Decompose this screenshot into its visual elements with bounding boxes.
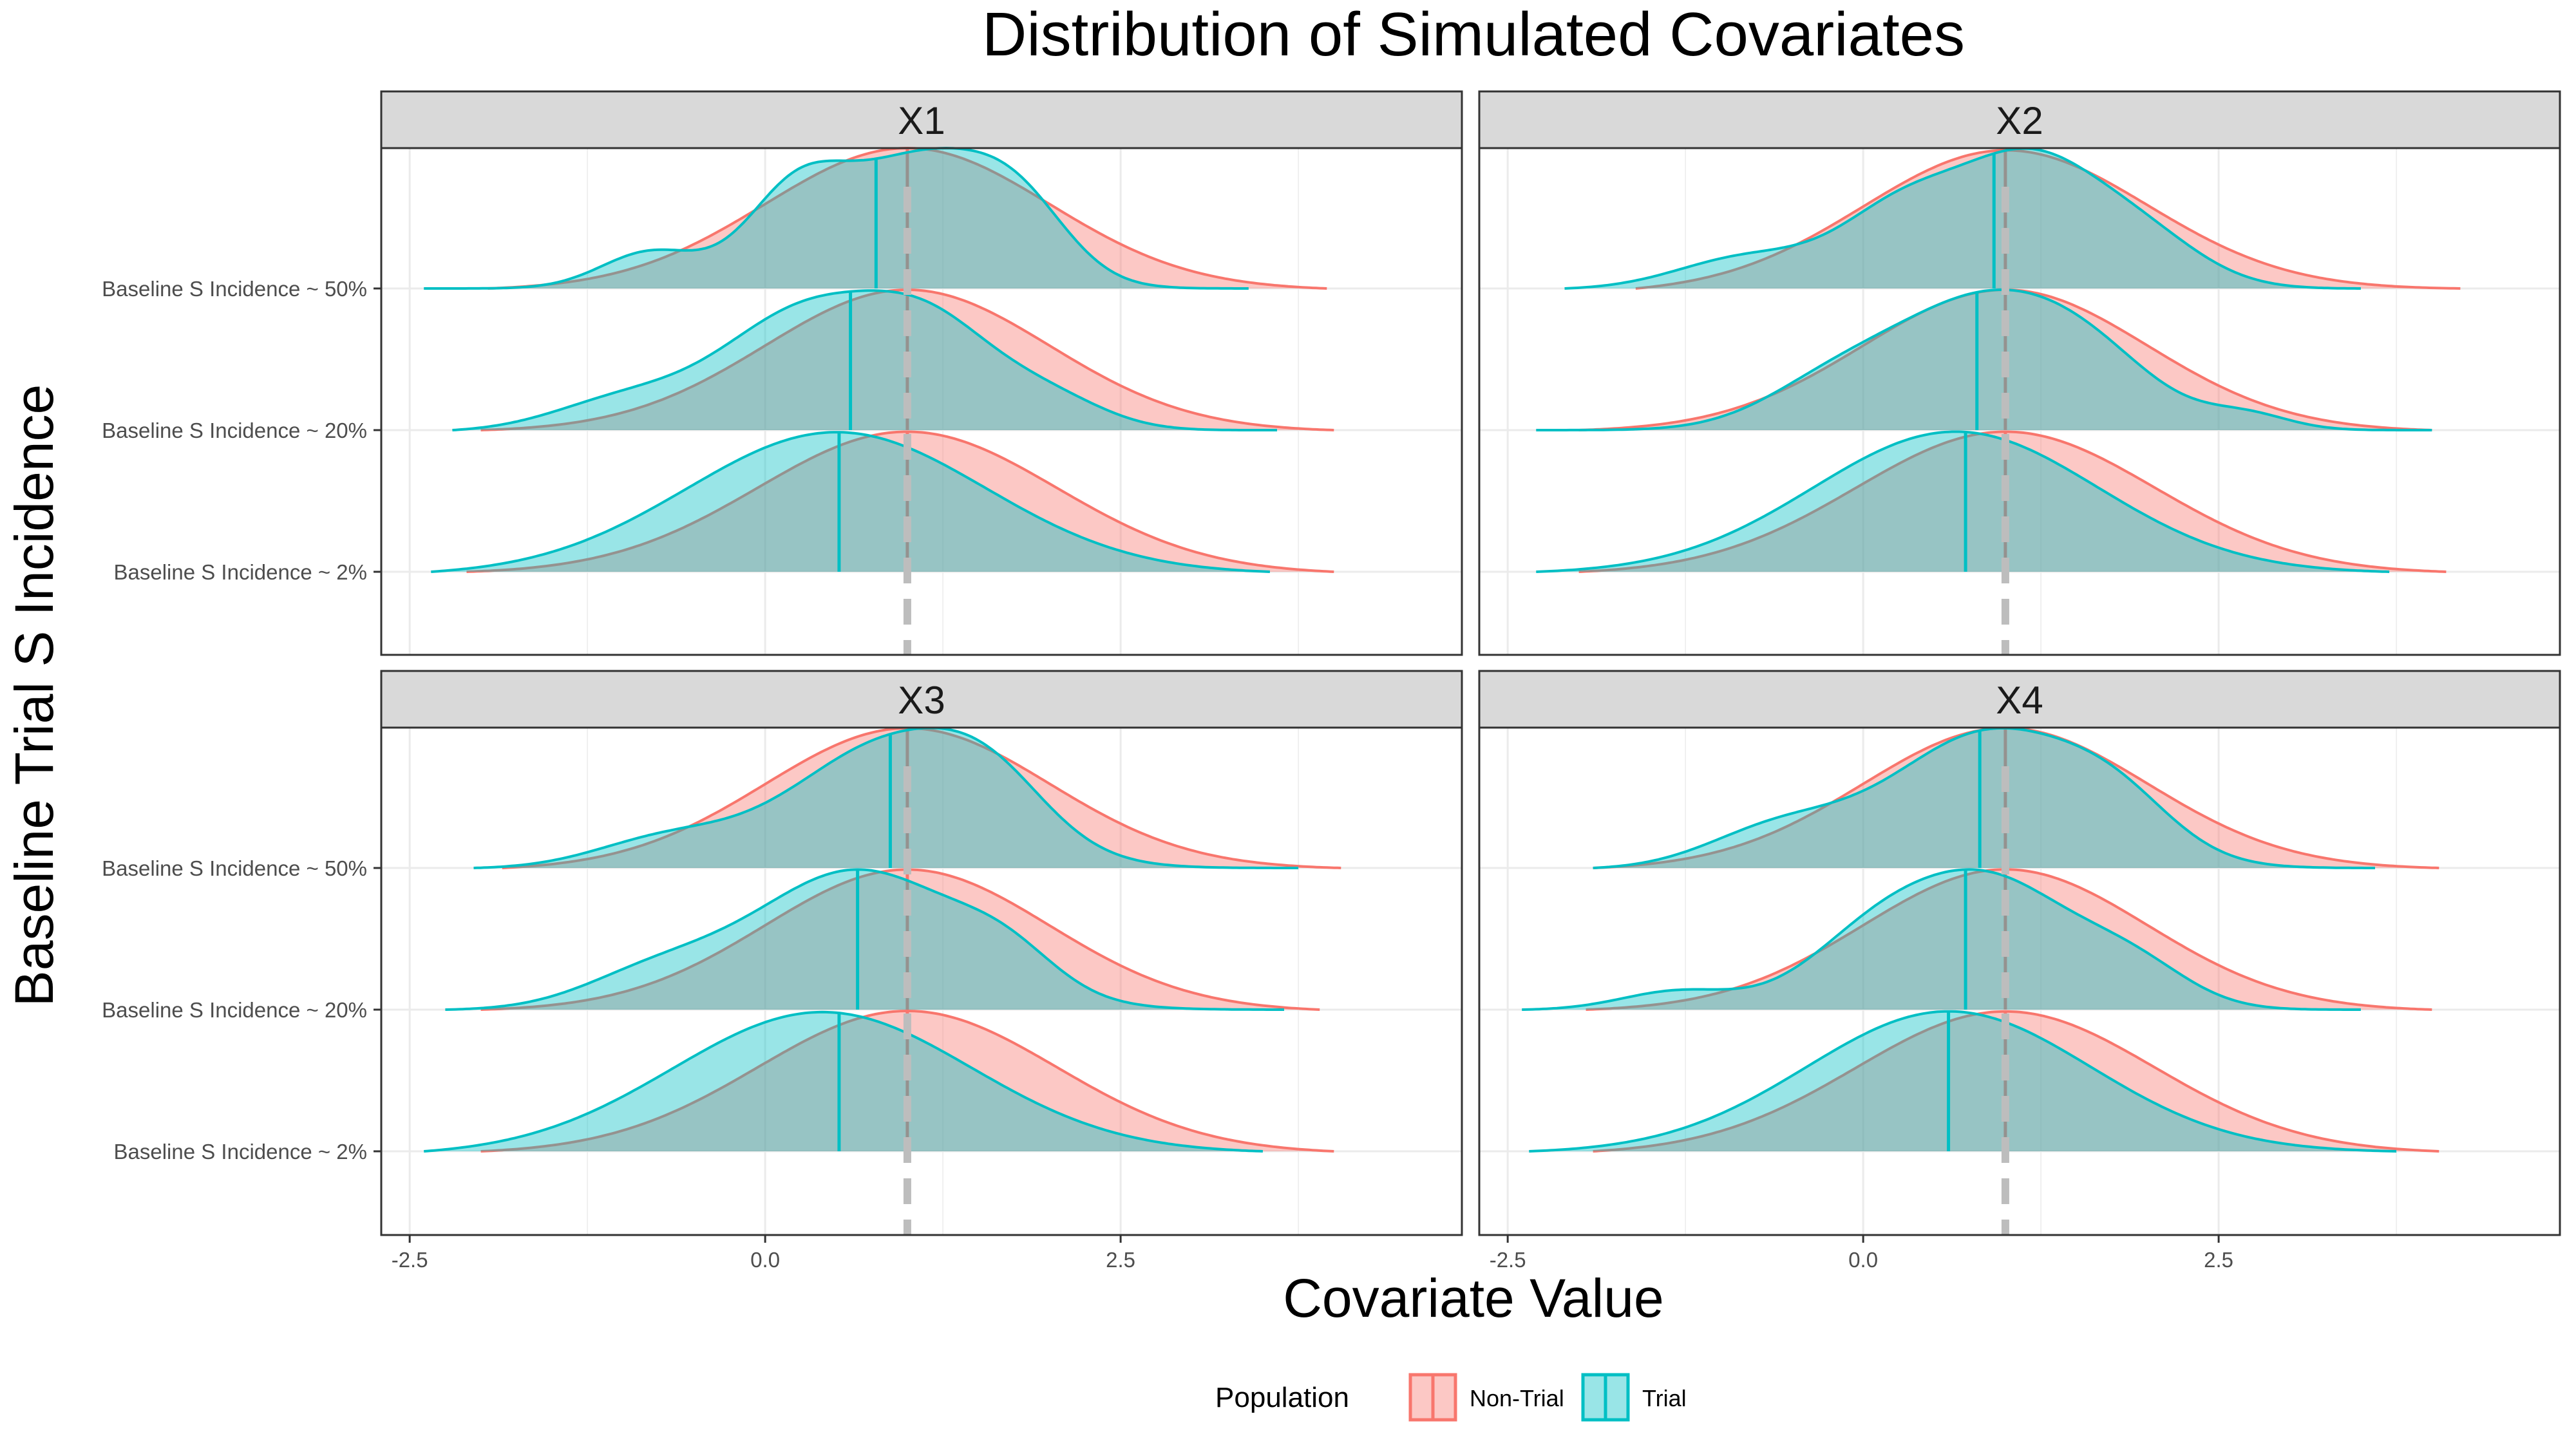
density-line-trial <box>1564 147 2361 290</box>
chart-title: Distribution of Simulated Covariates <box>982 0 1965 69</box>
facet-panel-x3: X3 Baseline S Incidence ~ 50% Baseline S I… <box>102 670 1463 1272</box>
legend-title: Population <box>1215 1382 1349 1413</box>
facet-strip-x2 <box>1478 90 2561 149</box>
x-tick-label: 2.5 <box>2204 1248 2233 1272</box>
x-tick-label: 0.0 <box>1848 1248 1878 1272</box>
panel-background-x1 <box>381 148 1462 655</box>
density-line-trial <box>424 146 1249 290</box>
legend-item-non-trial: Non-Trial <box>1408 1373 1564 1422</box>
density-area-non-trial <box>466 431 1334 572</box>
density-area-trial <box>473 728 1299 868</box>
density-line-trial <box>1536 288 2432 431</box>
density-area-non-trial <box>1635 150 2461 288</box>
ridge-row-x3-1 <box>445 868 1320 1011</box>
density-area-trial <box>431 432 1270 572</box>
density-line-trial <box>473 726 1299 869</box>
density-line-trial <box>1529 1010 2397 1153</box>
ridge-row-x3-0 <box>473 726 1341 869</box>
density-area-non-trial <box>1578 431 2447 572</box>
density-line-trial <box>1522 868 2361 1011</box>
facet-panel-x2: X2 <box>1478 90 2561 656</box>
ridge-row-x4-2 <box>1529 1010 2439 1153</box>
density-line-non-trial <box>1578 430 2447 573</box>
legend-label-trial: Trial <box>1642 1385 1687 1411</box>
density-area-non-trial <box>1593 1011 2439 1151</box>
density-area-trial <box>1593 728 2375 868</box>
panel-border-x2 <box>1478 147 2561 656</box>
y-tick-label: Baseline S Incidence ~ 2% <box>113 560 367 584</box>
legend-item-trial: Trial <box>1581 1373 1687 1422</box>
density-line-trial <box>1536 430 2390 573</box>
facet-panel-x4: X4 -2.5 0.0 2.5 <box>1478 670 2561 1272</box>
density-line-trial <box>424 1010 1263 1153</box>
y-tick-label: Baseline S Incidence ~ 50% <box>102 277 367 301</box>
density-area-trial <box>445 869 1284 1010</box>
y-tick-label: Baseline S Incidence ~ 20% <box>102 998 367 1022</box>
density-area-trial <box>1564 148 2361 288</box>
y-tick-label: Baseline S Incidence ~ 50% <box>102 856 367 880</box>
density-area-non-trial <box>480 869 1320 1010</box>
density-line-non-trial <box>1593 1010 2439 1153</box>
density-line-trial <box>445 868 1284 1011</box>
ridge-row-x3-2 <box>424 1009 1334 1153</box>
x-tick-label: -2.5 <box>392 1248 428 1272</box>
legend-label-non-trial: Non-Trial <box>1470 1385 1564 1411</box>
x-axis-label: Covariate Value <box>1283 1268 1663 1328</box>
facet-strip-x3 <box>380 670 1463 729</box>
ridge-row-x2-0 <box>1564 147 2461 290</box>
y-tick-label: Baseline S Incidence ~ 2% <box>113 1140 367 1164</box>
legend: Population Non-Trial Trial <box>1215 1373 1687 1422</box>
panel-border-x4 <box>1478 726 2561 1236</box>
density-area-trial <box>424 148 1249 288</box>
density-area-non-trial <box>1593 728 2439 868</box>
density-area-trial <box>1522 869 2361 1010</box>
density-area-trial <box>1529 1011 2397 1151</box>
density-area-trial <box>452 290 1277 430</box>
facet-strip-x1 <box>380 90 1463 149</box>
y-axis-label: Baseline Trial S Incidence <box>4 384 64 1007</box>
density-line-trial <box>431 431 1270 573</box>
panel-border-x3 <box>380 726 1463 1236</box>
ridge-row-x1-0 <box>424 146 1327 290</box>
facet-panel-x1: X1 Baseline S Incidence ~ 50% Baseline S I… <box>102 90 1463 656</box>
facet-title-x3: X3 <box>898 679 945 722</box>
density-area-trial <box>1536 290 2432 430</box>
ridge-row-x1-2 <box>431 430 1334 573</box>
ridge-row-x2-2 <box>1536 430 2447 573</box>
density-area-trial <box>1536 431 2390 572</box>
density-line-non-trial <box>1635 149 2461 290</box>
x-tick-label: 2.5 <box>1106 1248 1135 1272</box>
facet-title-x2: X2 <box>1996 99 2043 142</box>
panel-border-x1 <box>380 147 1463 656</box>
density-area-trial <box>424 1012 1263 1151</box>
density-area-non-trial <box>502 728 1341 868</box>
facet-title-x4: X4 <box>1996 679 2043 722</box>
x-tick-label: 0.0 <box>750 1248 780 1272</box>
facet-panels: X1 Baseline S Incidence ~ 50% Baseline S I… <box>102 90 2561 1272</box>
y-tick-label: Baseline S Incidence ~ 20% <box>102 419 367 442</box>
x-tick-label: -2.5 <box>1490 1248 1526 1272</box>
density-line-non-trial <box>466 430 1334 573</box>
facet-title-x1: X1 <box>898 99 945 142</box>
density-line-trial <box>1593 726 2375 869</box>
density-line-non-trial <box>480 868 1320 1011</box>
density-line-trial <box>452 289 1277 431</box>
facet-strip-x4 <box>1478 670 2561 729</box>
